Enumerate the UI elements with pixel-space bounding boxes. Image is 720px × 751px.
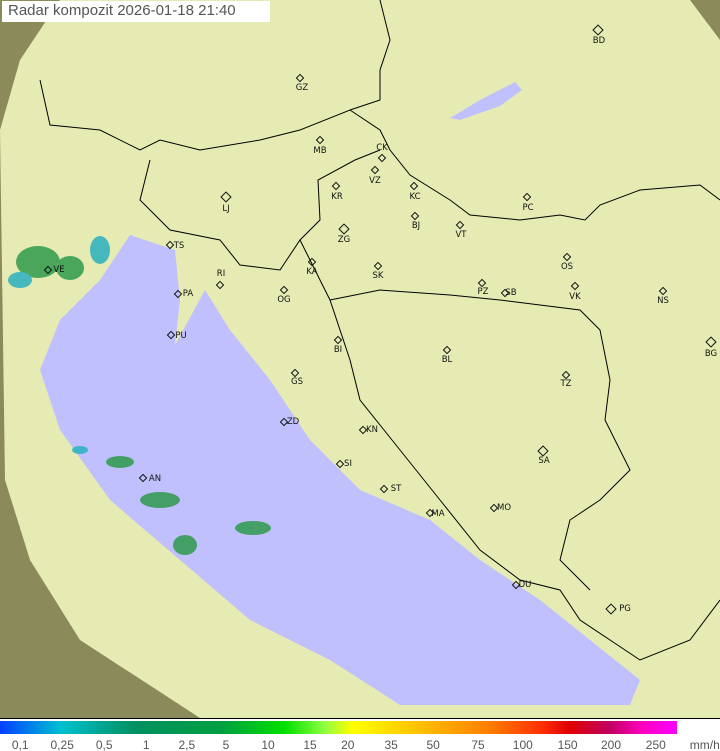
legend-tick: 0,25 bbox=[50, 738, 74, 751]
city-label: PU bbox=[175, 331, 187, 341]
city-label: ZD bbox=[286, 417, 300, 427]
color-scale-bar bbox=[0, 721, 677, 734]
city-label: SA bbox=[538, 456, 550, 466]
map-title: Radar kompozit 2026-01-18 21:40 bbox=[2, 1, 270, 22]
legend-tick: 5 bbox=[222, 738, 230, 751]
city-label: BD bbox=[592, 36, 606, 46]
legend-tick: 0,1 bbox=[11, 738, 29, 751]
legend-tick: 10 bbox=[261, 738, 275, 751]
city-label: BG bbox=[704, 349, 718, 359]
sea bbox=[40, 235, 640, 705]
city-label: VZ bbox=[369, 176, 381, 186]
city-label: ST bbox=[390, 484, 402, 494]
lake-balaton bbox=[450, 82, 522, 120]
legend-tick: 200 bbox=[600, 738, 622, 751]
city-label: GS bbox=[291, 377, 303, 387]
legend-tick: 20 bbox=[341, 738, 355, 751]
legend-tick: 15 bbox=[303, 738, 317, 751]
rain-echoes bbox=[8, 236, 271, 555]
radar-map bbox=[0, 0, 720, 718]
city-label: RI bbox=[216, 269, 226, 279]
country-border bbox=[329, 289, 631, 591]
city-label: MB bbox=[313, 146, 327, 156]
legend-unit: mm/h bbox=[689, 738, 720, 751]
city-label: AN bbox=[148, 474, 162, 484]
legend-tick: 100 bbox=[512, 738, 533, 751]
city-label: DU bbox=[518, 580, 532, 590]
city-label: CK bbox=[376, 143, 388, 153]
city-label: KA bbox=[306, 267, 318, 277]
legend-tick: 150 bbox=[557, 738, 578, 751]
legend-tick: 1 bbox=[142, 738, 150, 751]
city-label: PG bbox=[619, 604, 631, 614]
city-label: MO bbox=[496, 503, 512, 513]
country-border bbox=[349, 0, 391, 111]
city-label: VK bbox=[569, 292, 581, 302]
city-label: PZ bbox=[477, 287, 489, 297]
city-label: BJ bbox=[411, 221, 421, 231]
city-label: PA bbox=[182, 289, 194, 299]
city-label: OG bbox=[277, 295, 291, 305]
city-label: BL bbox=[441, 355, 453, 365]
city-label: KN bbox=[366, 425, 378, 435]
city-label: VT bbox=[455, 230, 467, 240]
city-label: BI bbox=[333, 345, 343, 355]
city-label: ZG bbox=[337, 235, 351, 245]
legend-tick: 75 bbox=[471, 738, 485, 751]
city-label: TS bbox=[173, 241, 185, 251]
city-label: KR bbox=[331, 192, 343, 202]
legend-tick: 2,5 bbox=[178, 738, 196, 751]
city-label: OS bbox=[560, 262, 574, 272]
city-label: LJ bbox=[222, 204, 230, 214]
city-label: PC bbox=[522, 203, 534, 213]
city-label: MA bbox=[431, 509, 445, 519]
legend-tick: 250 bbox=[645, 738, 666, 751]
city-label: SI bbox=[344, 459, 352, 469]
city-label: SB bbox=[505, 288, 517, 298]
city-label: SK bbox=[372, 271, 384, 281]
country-border bbox=[39, 79, 720, 221]
legend-tick: 0,5 bbox=[95, 738, 113, 751]
country-border bbox=[299, 239, 720, 661]
legend-tick: 50 bbox=[426, 738, 440, 751]
city-label: NS bbox=[657, 296, 669, 306]
city-label: GZ bbox=[295, 83, 309, 93]
precipitation-legend: 0,1 0,25 0,5 1 2,5 5 10 15 20 35 50 75 100 150 200 250 m… bbox=[0, 718, 720, 751]
country-border bbox=[139, 149, 381, 271]
city-label: VE bbox=[53, 265, 65, 275]
city-label: TZ bbox=[560, 379, 572, 389]
legend-tick: 35 bbox=[384, 738, 398, 751]
city-label: KC bbox=[409, 192, 421, 202]
